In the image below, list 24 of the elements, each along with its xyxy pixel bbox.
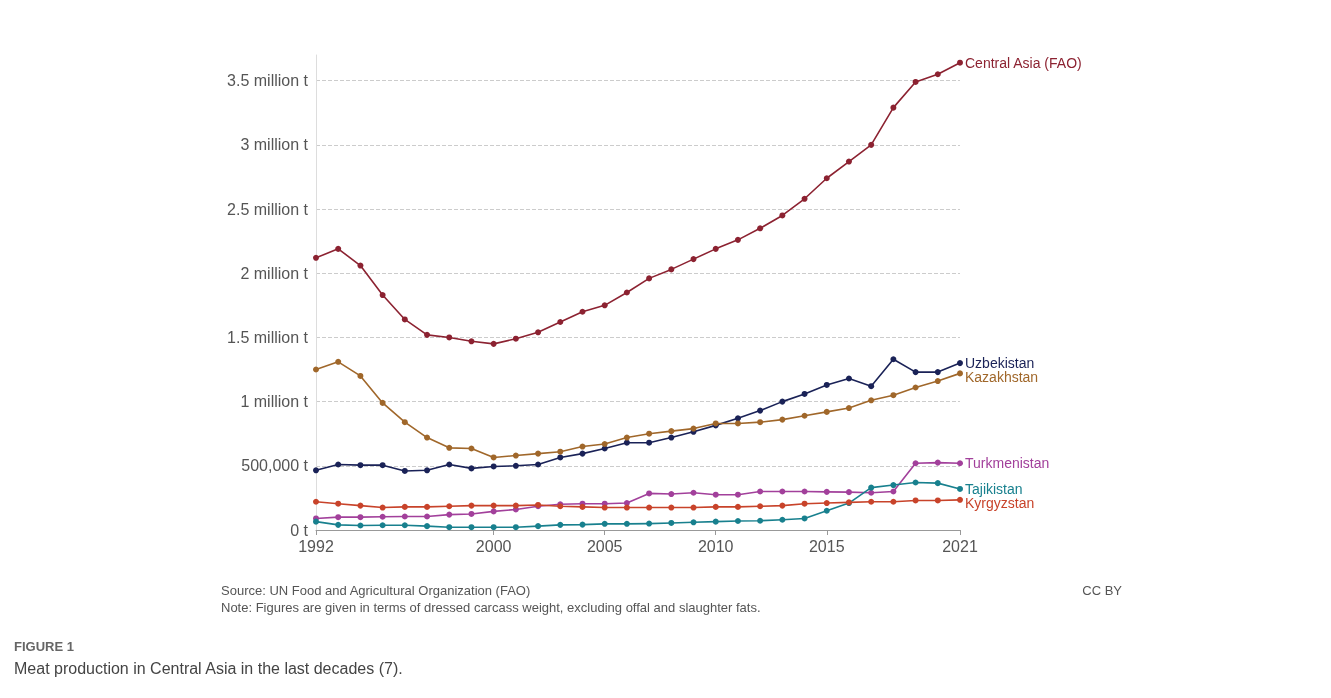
y-tick-label: 3 million t: [240, 136, 309, 154]
x-tick-label: 2021: [942, 537, 978, 555]
series-label: Tajikistan: [965, 480, 1023, 497]
text: Note: Figures are given in terms of dressed carcass weight, excluding offal and slaughter fats.: [221, 600, 761, 615]
text: FIGURE 1: [14, 639, 74, 654]
y-tick-label: 500,000 t: [241, 457, 309, 475]
text: Meat production in Central Asia in the last decades (7).: [14, 659, 403, 677]
y-tick-label: 1.5 million t: [227, 328, 309, 346]
y-tick-label: 2 million t: [240, 264, 309, 282]
series-label: Kazakhstan: [965, 369, 1039, 386]
text: CC BY: [1082, 583, 1123, 598]
series-label: Turkmenistan: [965, 455, 1050, 472]
y-tick-label: 0 t: [290, 521, 309, 539]
y-tick-label: 3.5 million t: [227, 72, 309, 90]
x-tick-label: 1992: [298, 537, 334, 555]
x-tick-label: 2015: [808, 537, 845, 555]
y-tick-label: 1 million t: [240, 393, 309, 411]
x-tick-label: 2010: [697, 537, 734, 555]
x-tick-label: 2000: [475, 537, 512, 555]
series-label: Central Asia (FAO): [965, 54, 1082, 71]
x-tick-label: 2005: [586, 537, 623, 555]
y-tick-label: 2.5 million t: [227, 200, 309, 218]
series-label: Uzbekistan: [965, 355, 1035, 372]
source-note: Source: UN Food and Agricultural Organization (FAO): [221, 583, 531, 598]
